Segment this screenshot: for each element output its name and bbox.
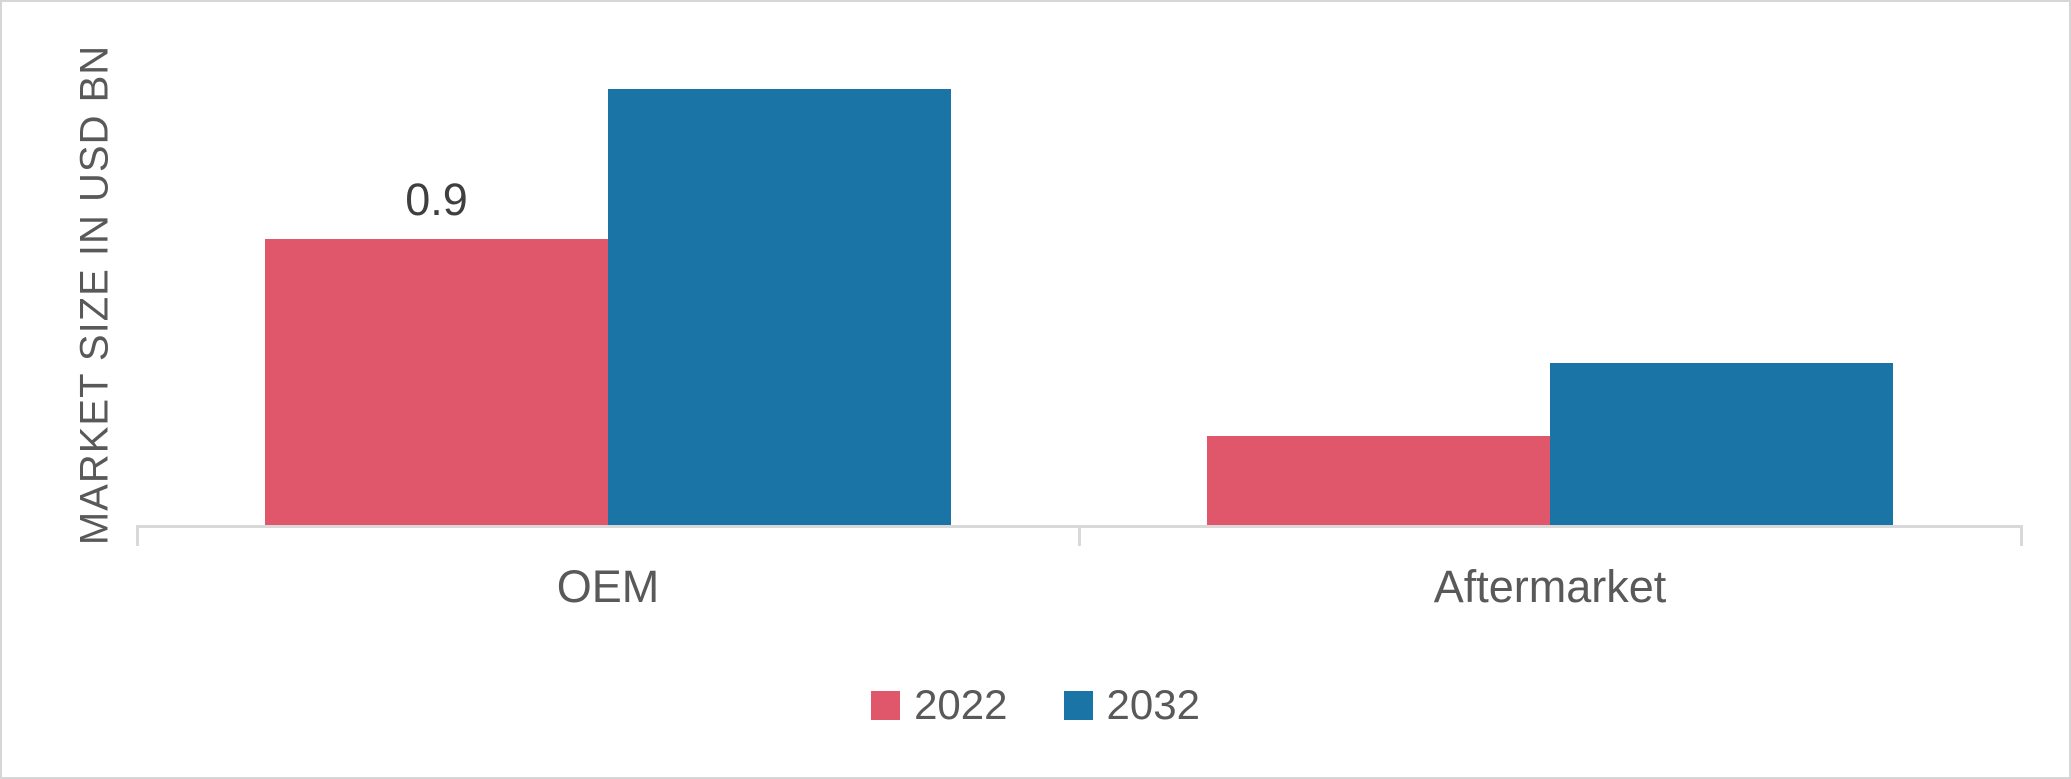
bar-aftermarket-2032 <box>1550 362 1893 525</box>
legend: 2022 2032 <box>2 684 2069 726</box>
legend-label-2032: 2032 <box>1106 681 1200 728</box>
legend-label-2022: 2022 <box>914 681 1008 728</box>
legend-item-2022: 2022 <box>871 681 1008 728</box>
x-axis-tick <box>2020 525 2023 546</box>
y-axis-title: MARKET SIZE IN USD BN <box>72 44 117 546</box>
bar-oem-2032 <box>608 89 951 525</box>
category-label-oem: OEM <box>556 561 660 612</box>
legend-swatch-2032 <box>1063 690 1093 720</box>
x-axis-tick <box>136 525 139 546</box>
category-label-aftermarket: Aftermarket <box>1433 561 1667 612</box>
x-axis-tick <box>1078 525 1081 546</box>
legend-swatch-2022 <box>871 690 901 720</box>
legend-item-2032: 2032 <box>1063 681 1200 728</box>
bar-oem-2022 <box>265 238 608 525</box>
data-label-oem-2022: 0.9 <box>405 173 468 225</box>
bar-aftermarket-2022 <box>1207 435 1550 525</box>
